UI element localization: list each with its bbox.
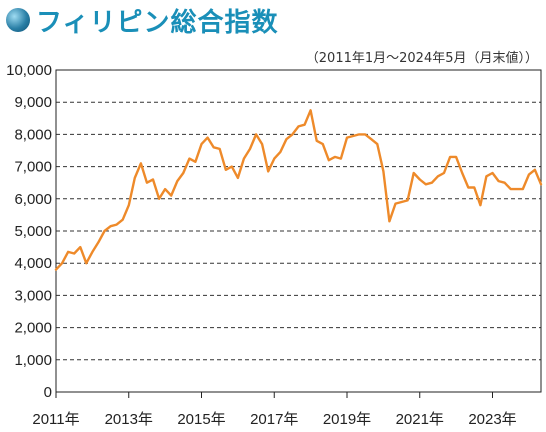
y-tick-label: 2,000 bbox=[14, 320, 52, 337]
chart-title: フィリピン総合指数 bbox=[36, 7, 279, 38]
x-tick-label: 2021年 bbox=[396, 411, 444, 428]
y-tick-label: 3,000 bbox=[14, 287, 52, 304]
x-tick-label: 2023年 bbox=[468, 411, 516, 428]
period-note: （2011年1月〜2024年5月（月末値）） bbox=[305, 51, 538, 66]
x-tick-label: 2019年 bbox=[323, 411, 371, 428]
chart-header: フィリピン総合指数 bbox=[6, 4, 279, 38]
x-tick-label: 2013年 bbox=[105, 411, 153, 428]
x-tick-label: 2015年 bbox=[177, 411, 225, 428]
plot-frame bbox=[55, 69, 542, 393]
x-tick-label: 2011年 bbox=[32, 411, 79, 428]
y-tick-label: 6,000 bbox=[14, 191, 52, 208]
x-tick-label: 2017年 bbox=[250, 411, 298, 428]
y-tick-label: 10,000 bbox=[6, 62, 52, 79]
y-tick-label: 0 bbox=[44, 384, 52, 401]
series-line bbox=[54, 109, 543, 271]
y-tick-label: 4,000 bbox=[14, 255, 52, 272]
y-tick-label: 9,000 bbox=[14, 94, 52, 111]
y-tick-label: 1,000 bbox=[14, 352, 52, 369]
y-tick-label: 5,000 bbox=[14, 223, 52, 240]
bullet-icon bbox=[6, 8, 30, 32]
y-tick-label: 7,000 bbox=[14, 159, 52, 176]
y-tick-label: 8,000 bbox=[14, 126, 52, 143]
